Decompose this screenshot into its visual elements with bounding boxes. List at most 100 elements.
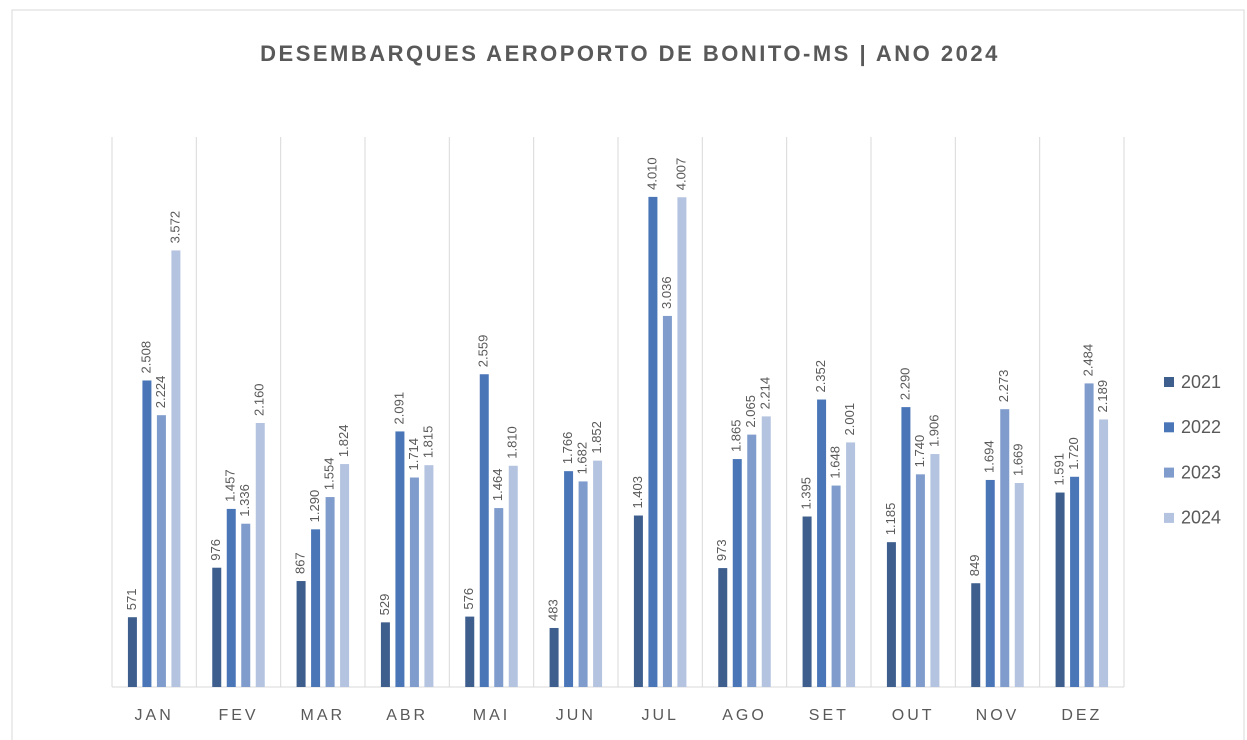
data-label: 4.010 <box>644 157 659 190</box>
data-label: 1.591 <box>1052 453 1067 486</box>
bar <box>325 497 335 687</box>
bar <box>1014 483 1024 687</box>
bar <box>171 250 181 687</box>
bar <box>424 465 434 687</box>
bar <box>465 616 475 687</box>
bar <box>508 465 518 687</box>
x-tick-label: MAI <box>473 707 510 724</box>
data-label: 576 <box>461 588 476 610</box>
data-label: 2.273 <box>996 370 1011 403</box>
data-label: 2.001 <box>842 403 857 436</box>
data-label: 2.484 <box>1081 344 1096 377</box>
legend-swatch <box>1164 377 1174 387</box>
bar <box>718 568 728 687</box>
x-tick-label: MAR <box>301 707 346 724</box>
data-label: 1.185 <box>883 503 898 536</box>
bar <box>212 567 222 687</box>
data-label: 849 <box>967 555 982 577</box>
bar <box>380 622 390 687</box>
bar <box>633 515 643 687</box>
bar <box>1070 476 1080 687</box>
bar <box>241 523 251 687</box>
bar <box>479 374 489 687</box>
data-label: 1.336 <box>237 484 252 517</box>
bar <box>1055 492 1065 687</box>
data-label: 1.648 <box>828 446 843 479</box>
data-label: 2.065 <box>743 395 758 428</box>
x-tick-label: NOV <box>976 707 1020 724</box>
data-label: 571 <box>124 589 139 611</box>
x-tick-label: JUL <box>641 707 678 724</box>
data-label: 1.720 <box>1066 437 1081 470</box>
bar <box>761 416 771 687</box>
bar <box>395 431 405 687</box>
data-label: 2.091 <box>391 392 406 425</box>
data-label: 1.290 <box>307 490 322 523</box>
data-label: 1.810 <box>505 426 520 459</box>
bar <box>662 315 672 687</box>
x-tick-label: DEZ <box>1061 707 1102 724</box>
data-label: 1.403 <box>630 476 645 509</box>
data-label: 483 <box>546 599 561 621</box>
data-label: 4.007 <box>673 158 688 191</box>
bar <box>226 508 236 687</box>
bar <box>494 508 504 687</box>
bar <box>886 542 896 687</box>
data-label: 1.906 <box>926 414 941 447</box>
bar <box>1099 419 1109 687</box>
legend-swatch <box>1164 467 1174 478</box>
bar <box>593 460 603 687</box>
legend-swatch <box>1164 422 1174 433</box>
data-label: 2.160 <box>252 383 267 416</box>
bar <box>578 481 588 687</box>
data-label: 2.352 <box>813 360 828 393</box>
data-label: 1.815 <box>420 426 435 459</box>
bar <box>901 407 911 687</box>
bar <box>255 423 265 687</box>
bar <box>971 583 981 687</box>
data-label: 1.694 <box>982 440 997 473</box>
data-label: 1.852 <box>589 421 604 454</box>
legend-label: 2024 <box>1181 508 1221 528</box>
data-label: 2.214 <box>758 377 773 410</box>
legend-label: 2022 <box>1181 417 1221 437</box>
bar <box>732 459 742 687</box>
data-label: 1.740 <box>912 435 927 468</box>
data-label: 1.395 <box>799 477 814 510</box>
data-label: 2.559 <box>476 335 491 368</box>
data-label: 3.036 <box>659 276 674 309</box>
bar <box>817 399 827 687</box>
bar <box>1000 409 1010 687</box>
bar <box>747 434 757 687</box>
bar <box>409 477 419 687</box>
data-label: 1.554 <box>322 458 337 491</box>
legend-swatch <box>1164 512 1174 523</box>
bar <box>985 479 995 687</box>
bar <box>915 474 925 687</box>
bar <box>1084 383 1094 687</box>
bar <box>549 627 559 687</box>
x-tick-label: JAN <box>135 707 174 724</box>
chart-title: DESEMBARQUES AEROPORTO DE BONITO-MS | AN… <box>260 41 1000 66</box>
bar <box>296 581 306 687</box>
bar <box>156 415 166 687</box>
bar <box>142 380 152 687</box>
x-tick-label: JUN <box>556 707 596 724</box>
bar <box>648 196 658 687</box>
data-label: 1.824 <box>336 425 351 458</box>
data-label: 867 <box>293 552 308 574</box>
data-label: 976 <box>208 539 223 561</box>
data-label: 1.682 <box>575 442 590 475</box>
bar <box>677 197 687 687</box>
bar <box>311 529 321 687</box>
data-label: 2.508 <box>138 341 153 374</box>
x-tick-label: AGO <box>722 707 767 724</box>
bar <box>846 442 856 687</box>
data-label: 1.865 <box>729 420 744 453</box>
data-label: 1.766 <box>560 432 575 465</box>
bar <box>930 454 940 687</box>
data-label: 1.457 <box>223 469 238 502</box>
data-label: 1.464 <box>490 469 505 502</box>
data-label: 973 <box>714 539 729 561</box>
